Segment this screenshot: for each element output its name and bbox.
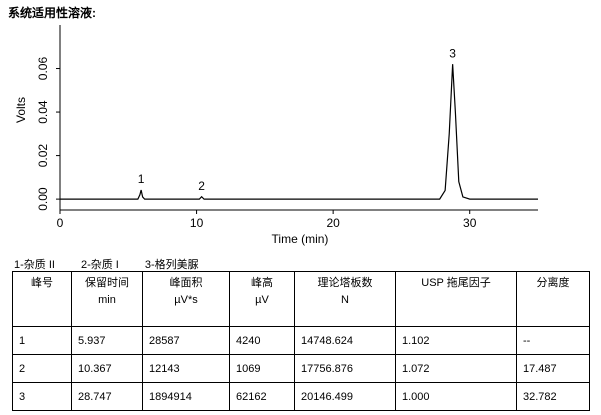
data-table: 峰号 保留时间 min 峰面积 µV*s 峰高 µV 理论塔板数 N USP 拖尾因子 分离度 1 5.…: [12, 271, 590, 411]
header-text: 峰号: [31, 277, 53, 289]
header-cell: USP 拖尾因子: [395, 271, 517, 327]
chart: Time (min) Volts 0 10 20 30 0.00 0.02 0.04 0.06…: [14, 25, 538, 246]
cell: 17.487: [516, 354, 590, 383]
cell: 1.000: [395, 382, 517, 411]
header-unit: min: [98, 294, 116, 306]
legend-item: 3-格列美脲: [144, 259, 199, 271]
cell: 28.747: [71, 382, 143, 411]
header-text: 峰高: [251, 277, 273, 289]
cell: --: [516, 326, 590, 355]
cell: 32.782: [516, 382, 590, 411]
x-axis-label: Time (min): [272, 232, 329, 246]
header-text: 理论塔板数: [317, 277, 373, 289]
cell: 20146.499: [294, 382, 396, 411]
header-text: 峰面积: [169, 277, 203, 289]
cell: 1069: [229, 354, 295, 383]
y-axis-label: Volts: [14, 97, 28, 123]
header-unit: N: [341, 294, 349, 306]
cell: 1.072: [395, 354, 517, 383]
x-tick-label: 10: [190, 216, 204, 230]
legend-item: 1-杂质 II: [14, 259, 55, 271]
cell: 4240: [229, 326, 295, 355]
cell: 3: [12, 382, 72, 411]
x-tick-label: 30: [463, 216, 477, 230]
cell: 14748.624: [294, 326, 396, 355]
cell: 1: [12, 326, 72, 355]
header-cell: 峰号: [12, 271, 72, 327]
header-cell: 理论塔板数 N: [294, 271, 396, 327]
y-tick-label: 0.04: [36, 100, 50, 124]
x-tick-label: 20: [326, 216, 340, 230]
cell: 10.367: [71, 354, 143, 383]
peak-label: 1: [138, 172, 145, 186]
header-cell: 峰面积 µV*s: [142, 271, 230, 327]
peak-label: 2: [198, 179, 205, 193]
cell: 62162: [229, 382, 295, 411]
peak-label: 3: [449, 46, 456, 60]
legend-item: 2-杂质 I: [80, 259, 119, 271]
header-text: 保留时间: [85, 277, 129, 289]
cell: 1894914: [142, 382, 230, 411]
cell: 17756.876: [294, 354, 396, 383]
header-text: USP 拖尾因子: [421, 277, 491, 289]
cell: 5.937: [71, 326, 143, 355]
header-text: 分离度: [536, 277, 570, 289]
trace-line: [60, 64, 538, 200]
y-tick-label: 0.06: [36, 57, 50, 81]
legend: 1-杂质 II 2-杂质 I 3-格列美脲: [14, 256, 225, 272]
y-tick-label: 0.00: [36, 187, 50, 211]
header-unit: µV: [255, 294, 269, 306]
y-tick-label: 0.02: [36, 144, 50, 168]
cell: 1.102: [395, 326, 517, 355]
x-tick-label: 0: [57, 216, 64, 230]
cell: 12143: [142, 354, 230, 383]
header-cell: 分离度: [516, 271, 590, 327]
header-cell: 保留时间 min: [71, 271, 143, 327]
header-unit: µV*s: [174, 294, 198, 306]
cell: 28587: [142, 326, 230, 355]
title: 系统适用性溶液:: [8, 6, 96, 20]
cell: 2: [12, 354, 72, 383]
header-cell: 峰高 µV: [229, 271, 295, 327]
